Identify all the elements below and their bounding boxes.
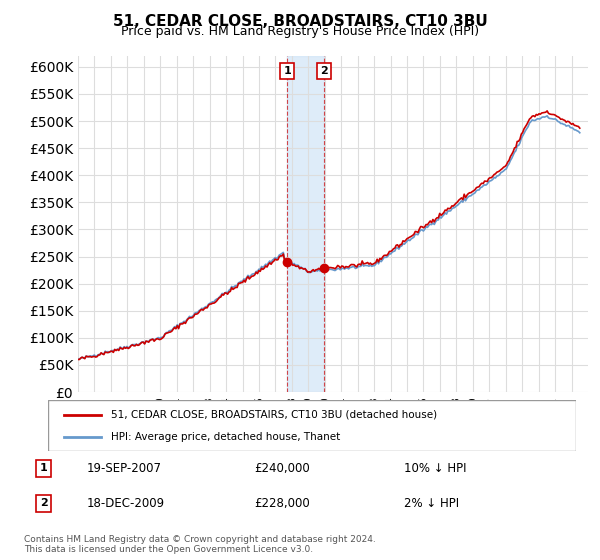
Text: 2: 2 [40, 498, 47, 508]
Text: Price paid vs. HM Land Registry's House Price Index (HPI): Price paid vs. HM Land Registry's House … [121, 25, 479, 38]
Text: 51, CEDAR CLOSE, BROADSTAIRS, CT10 3BU (detached house): 51, CEDAR CLOSE, BROADSTAIRS, CT10 3BU (… [112, 409, 437, 419]
Text: £228,000: £228,000 [254, 497, 310, 510]
Text: 2% ↓ HPI: 2% ↓ HPI [404, 497, 459, 510]
Text: 19-SEP-2007: 19-SEP-2007 [87, 462, 162, 475]
Text: HPI: Average price, detached house, Thanet: HPI: Average price, detached house, Than… [112, 432, 341, 442]
Text: 18-DEC-2009: 18-DEC-2009 [87, 497, 165, 510]
Text: 1: 1 [40, 463, 47, 473]
Text: 10% ↓ HPI: 10% ↓ HPI [404, 462, 466, 475]
Text: Contains HM Land Registry data © Crown copyright and database right 2024.
This d: Contains HM Land Registry data © Crown c… [24, 535, 376, 554]
Text: 1: 1 [283, 66, 291, 76]
Bar [287, 56, 324, 392]
Text: 2: 2 [320, 66, 328, 76]
Text: 51, CEDAR CLOSE, BROADSTAIRS, CT10 3BU: 51, CEDAR CLOSE, BROADSTAIRS, CT10 3BU [113, 14, 487, 29]
FancyBboxPatch shape [48, 400, 576, 451]
Text: £240,000: £240,000 [254, 462, 310, 475]
